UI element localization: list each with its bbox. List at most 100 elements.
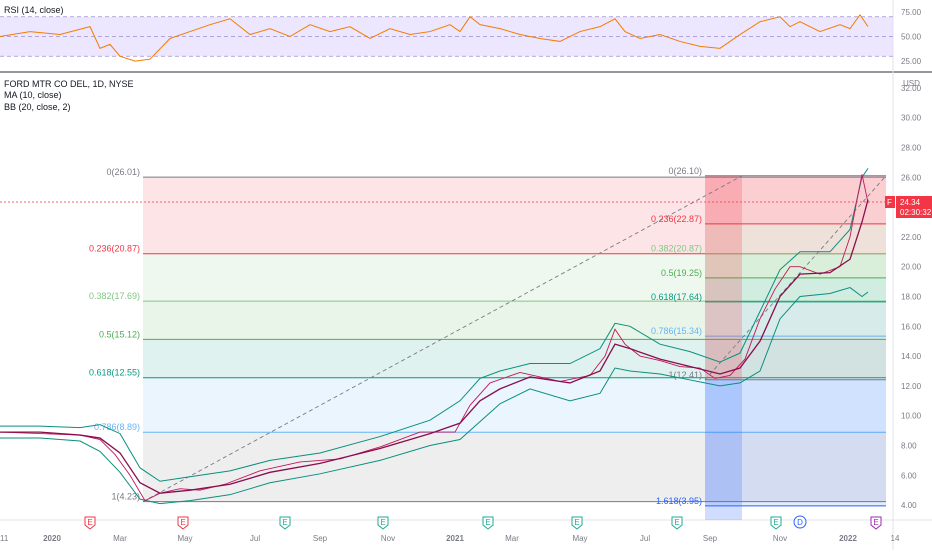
fib-2021-level-label: 0.382(20.87) — [651, 244, 702, 254]
fib-2021-zone — [705, 223, 886, 254]
fib-2020-level-label: 0.5(15.12) — [99, 329, 140, 339]
price-tick-label: 20.00 — [901, 263, 922, 272]
event-marker[interactable]: E — [482, 516, 494, 530]
earnings-icon[interactable] — [571, 516, 583, 530]
price-tag-box — [896, 196, 932, 218]
price-tick-label: 16.00 — [901, 322, 922, 331]
price-tick-label: 14.00 — [901, 352, 922, 361]
fib-2020-zone — [143, 177, 886, 254]
rsi-line[interactable] — [0, 13, 869, 62]
time-tick-label: Jul — [250, 534, 260, 543]
fib-2021-zone — [705, 379, 886, 506]
fib-2020-level-label: 0.786(8.89) — [94, 422, 140, 432]
fib-2021-level-label: 1(12.41) — [668, 370, 702, 380]
event-marker[interactable]: E — [84, 516, 96, 530]
price-tick-label: 28.00 — [901, 144, 922, 153]
price-tick-label: 22.00 — [901, 233, 922, 242]
fib-2021-zone — [705, 277, 886, 302]
fib-2021-level-label: 0.618(17.64) — [651, 292, 702, 302]
time-tick-label: 14 — [891, 534, 900, 543]
fib-2021-level-label: 0.786(15.34) — [651, 326, 702, 336]
event-marker[interactable]: E — [770, 516, 782, 530]
current-price: 24.34 — [900, 198, 921, 207]
bollinger-lower-line — [0, 287, 869, 505]
time-tick-label: 11 — [0, 534, 9, 543]
event-marker[interactable]: E — [279, 516, 291, 530]
projection-box[interactable] — [705, 175, 742, 380]
time-tick-label: Sep — [703, 534, 718, 543]
earnings-icon[interactable] — [279, 516, 291, 530]
event-letter: E — [180, 518, 185, 527]
bollinger-upper-line — [0, 168, 869, 482]
event-letter: E — [674, 518, 679, 527]
fib-2020-level-label: 0.236(20.87) — [89, 244, 140, 254]
fib-2021-zone — [705, 336, 886, 380]
earnings-icon[interactable] — [177, 516, 189, 530]
event-marker[interactable]: E — [377, 516, 389, 530]
rsi-tick-label: 75.00 — [901, 8, 922, 17]
currency-label: USD — [903, 79, 920, 88]
ma-line — [0, 199, 869, 494]
earnings-icon[interactable] — [482, 516, 494, 530]
price-tick-label: 26.00 — [901, 173, 922, 182]
earnings-icon[interactable] — [84, 516, 96, 530]
event-letter: E — [282, 518, 287, 527]
current-price-tag: F 24.34 02:30:32 — [885, 196, 932, 218]
time-tick-label: May — [572, 534, 587, 543]
fib-2020-level-label: 0(26.01) — [106, 167, 140, 177]
time-axis[interactable]: 11 2020 Mar May Jul Sep Nov 2021 Mar May Jul Sep Nov… — [0, 534, 900, 543]
earnings-icon[interactable] — [870, 516, 882, 530]
event-marker[interactable]: E — [177, 516, 189, 530]
trend-line[interactable] — [142, 175, 743, 503]
symbol-flag-text: F — [887, 198, 892, 207]
legend-bb[interactable]: BB (20, close, 2) — [4, 102, 71, 112]
event-marker[interactable]: E — [571, 516, 583, 530]
legend-symbol[interactable]: FORD MTR CO DEL, 1D, NYSE — [4, 79, 134, 89]
time-tick-label: 2021 — [446, 534, 464, 543]
fib-2021-level-label: 0.5(19.25) — [661, 268, 702, 278]
fibonacci-layer[interactable]: 0(26.01) 0.236(20.87) 0.382(17.69) 0.5(15.1… — [89, 166, 887, 520]
fib-2020-zone — [143, 377, 886, 433]
event-letter: D — [797, 518, 803, 527]
time-tick-label: Jul — [640, 534, 650, 543]
countdown: 02:30:32 — [900, 208, 932, 217]
dividend-icon[interactable] — [793, 515, 807, 529]
rsi-tick-label: 25.00 — [901, 57, 922, 66]
event-letter: E — [574, 518, 579, 527]
fib-2020-zone — [143, 339, 886, 378]
earnings-icon[interactable] — [770, 516, 782, 530]
time-tick-label: Mar — [113, 534, 127, 543]
price-tick-label: 10.00 — [901, 412, 922, 421]
price-tick-label: 6.00 — [901, 471, 917, 480]
event-marker[interactable]: E — [671, 516, 683, 530]
fib-2020-level-label: 0.382(17.69) — [89, 291, 140, 301]
fib-2021-level-label: 0(26.10) — [668, 166, 702, 176]
event-marker[interactable]: E — [870, 516, 882, 530]
event-marker[interactable]: D — [793, 515, 807, 529]
event-letter: E — [380, 518, 385, 527]
legend-ma[interactable]: MA (10, close) — [4, 90, 62, 100]
event-letter: E — [87, 518, 92, 527]
price-tick-label: 18.00 — [901, 293, 922, 302]
time-tick-label: Nov — [773, 534, 787, 543]
price-tick-label: 30.00 — [901, 114, 922, 123]
price-tick-label: 4.00 — [901, 501, 917, 510]
earnings-icon[interactable] — [671, 516, 683, 530]
price-tick-label: 8.00 — [901, 442, 917, 451]
trend-line[interactable] — [704, 175, 887, 381]
time-tick-label: 2022 — [839, 534, 857, 543]
event-letter: E — [773, 518, 778, 527]
rsi-panel[interactable] — [0, 13, 893, 62]
series-layer — [0, 168, 893, 505]
fib-2021-zone — [705, 253, 886, 278]
time-tick-label: Nov — [381, 534, 395, 543]
earnings-icon[interactable] — [377, 516, 389, 530]
fib-2020-level-label: 1(4.23) — [111, 492, 140, 502]
projection-box[interactable] — [705, 379, 742, 520]
rsi-title[interactable]: RSI (14, close) — [4, 5, 64, 15]
price-tick-label: 32.00 — [901, 84, 922, 93]
